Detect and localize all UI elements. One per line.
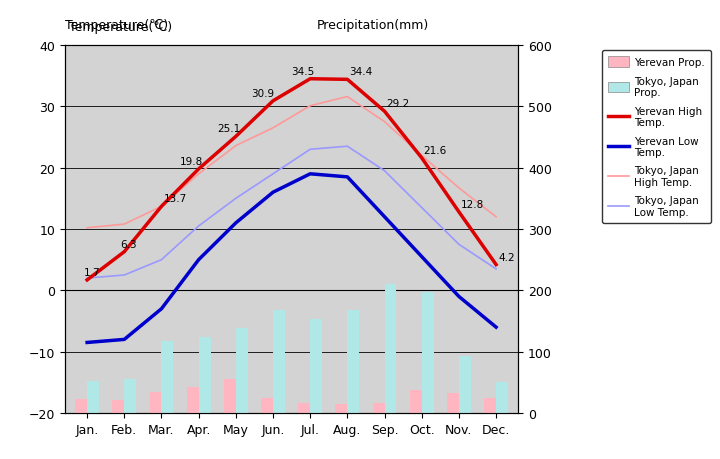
Bar (161, 341, 174, 413)
Text: 34.5: 34.5 (292, 67, 315, 77)
Text: 21.6: 21.6 (423, 146, 447, 156)
Bar (459, 356, 471, 413)
Bar (410, 391, 422, 413)
Text: Precipitation(mm): Precipitation(mm) (317, 19, 429, 32)
Bar (87, 381, 99, 413)
Bar (150, 392, 161, 413)
Bar (384, 285, 397, 413)
Bar (236, 329, 248, 413)
Text: 4.2: 4.2 (498, 252, 515, 262)
Text: 25.1: 25.1 (217, 124, 240, 134)
Text: Temperature(℃): Temperature(℃) (68, 21, 171, 34)
Bar (261, 398, 273, 413)
Text: Temperature(℃): Temperature(℃) (65, 19, 168, 32)
Bar (75, 399, 87, 413)
Text: 29.2: 29.2 (387, 99, 410, 109)
Bar (496, 382, 508, 413)
Bar (273, 310, 285, 413)
Bar (186, 387, 199, 413)
Bar (484, 398, 496, 413)
Bar (298, 403, 310, 413)
Bar (224, 379, 236, 413)
Bar (336, 404, 347, 413)
Text: 6.3: 6.3 (120, 239, 138, 249)
Text: 19.8: 19.8 (180, 157, 203, 167)
Legend: Yerevan Prop., Tokyo, Japan
Prop., Yerevan High
Temp., Yerevan Low
Temp., Tokyo,: Yerevan Prop., Tokyo, Japan Prop., Yerev… (602, 51, 711, 224)
Text: 13.7: 13.7 (163, 194, 186, 204)
Bar (422, 292, 433, 413)
Bar (447, 393, 459, 413)
Bar (112, 400, 125, 413)
Text: 34.4: 34.4 (349, 67, 372, 77)
Bar (125, 379, 136, 413)
Bar (373, 403, 384, 413)
Text: 30.9: 30.9 (251, 89, 274, 99)
Bar (347, 310, 359, 413)
Bar (199, 337, 210, 413)
Bar (310, 319, 322, 413)
Text: 1.7: 1.7 (84, 268, 100, 277)
Text: 12.8: 12.8 (461, 200, 484, 209)
